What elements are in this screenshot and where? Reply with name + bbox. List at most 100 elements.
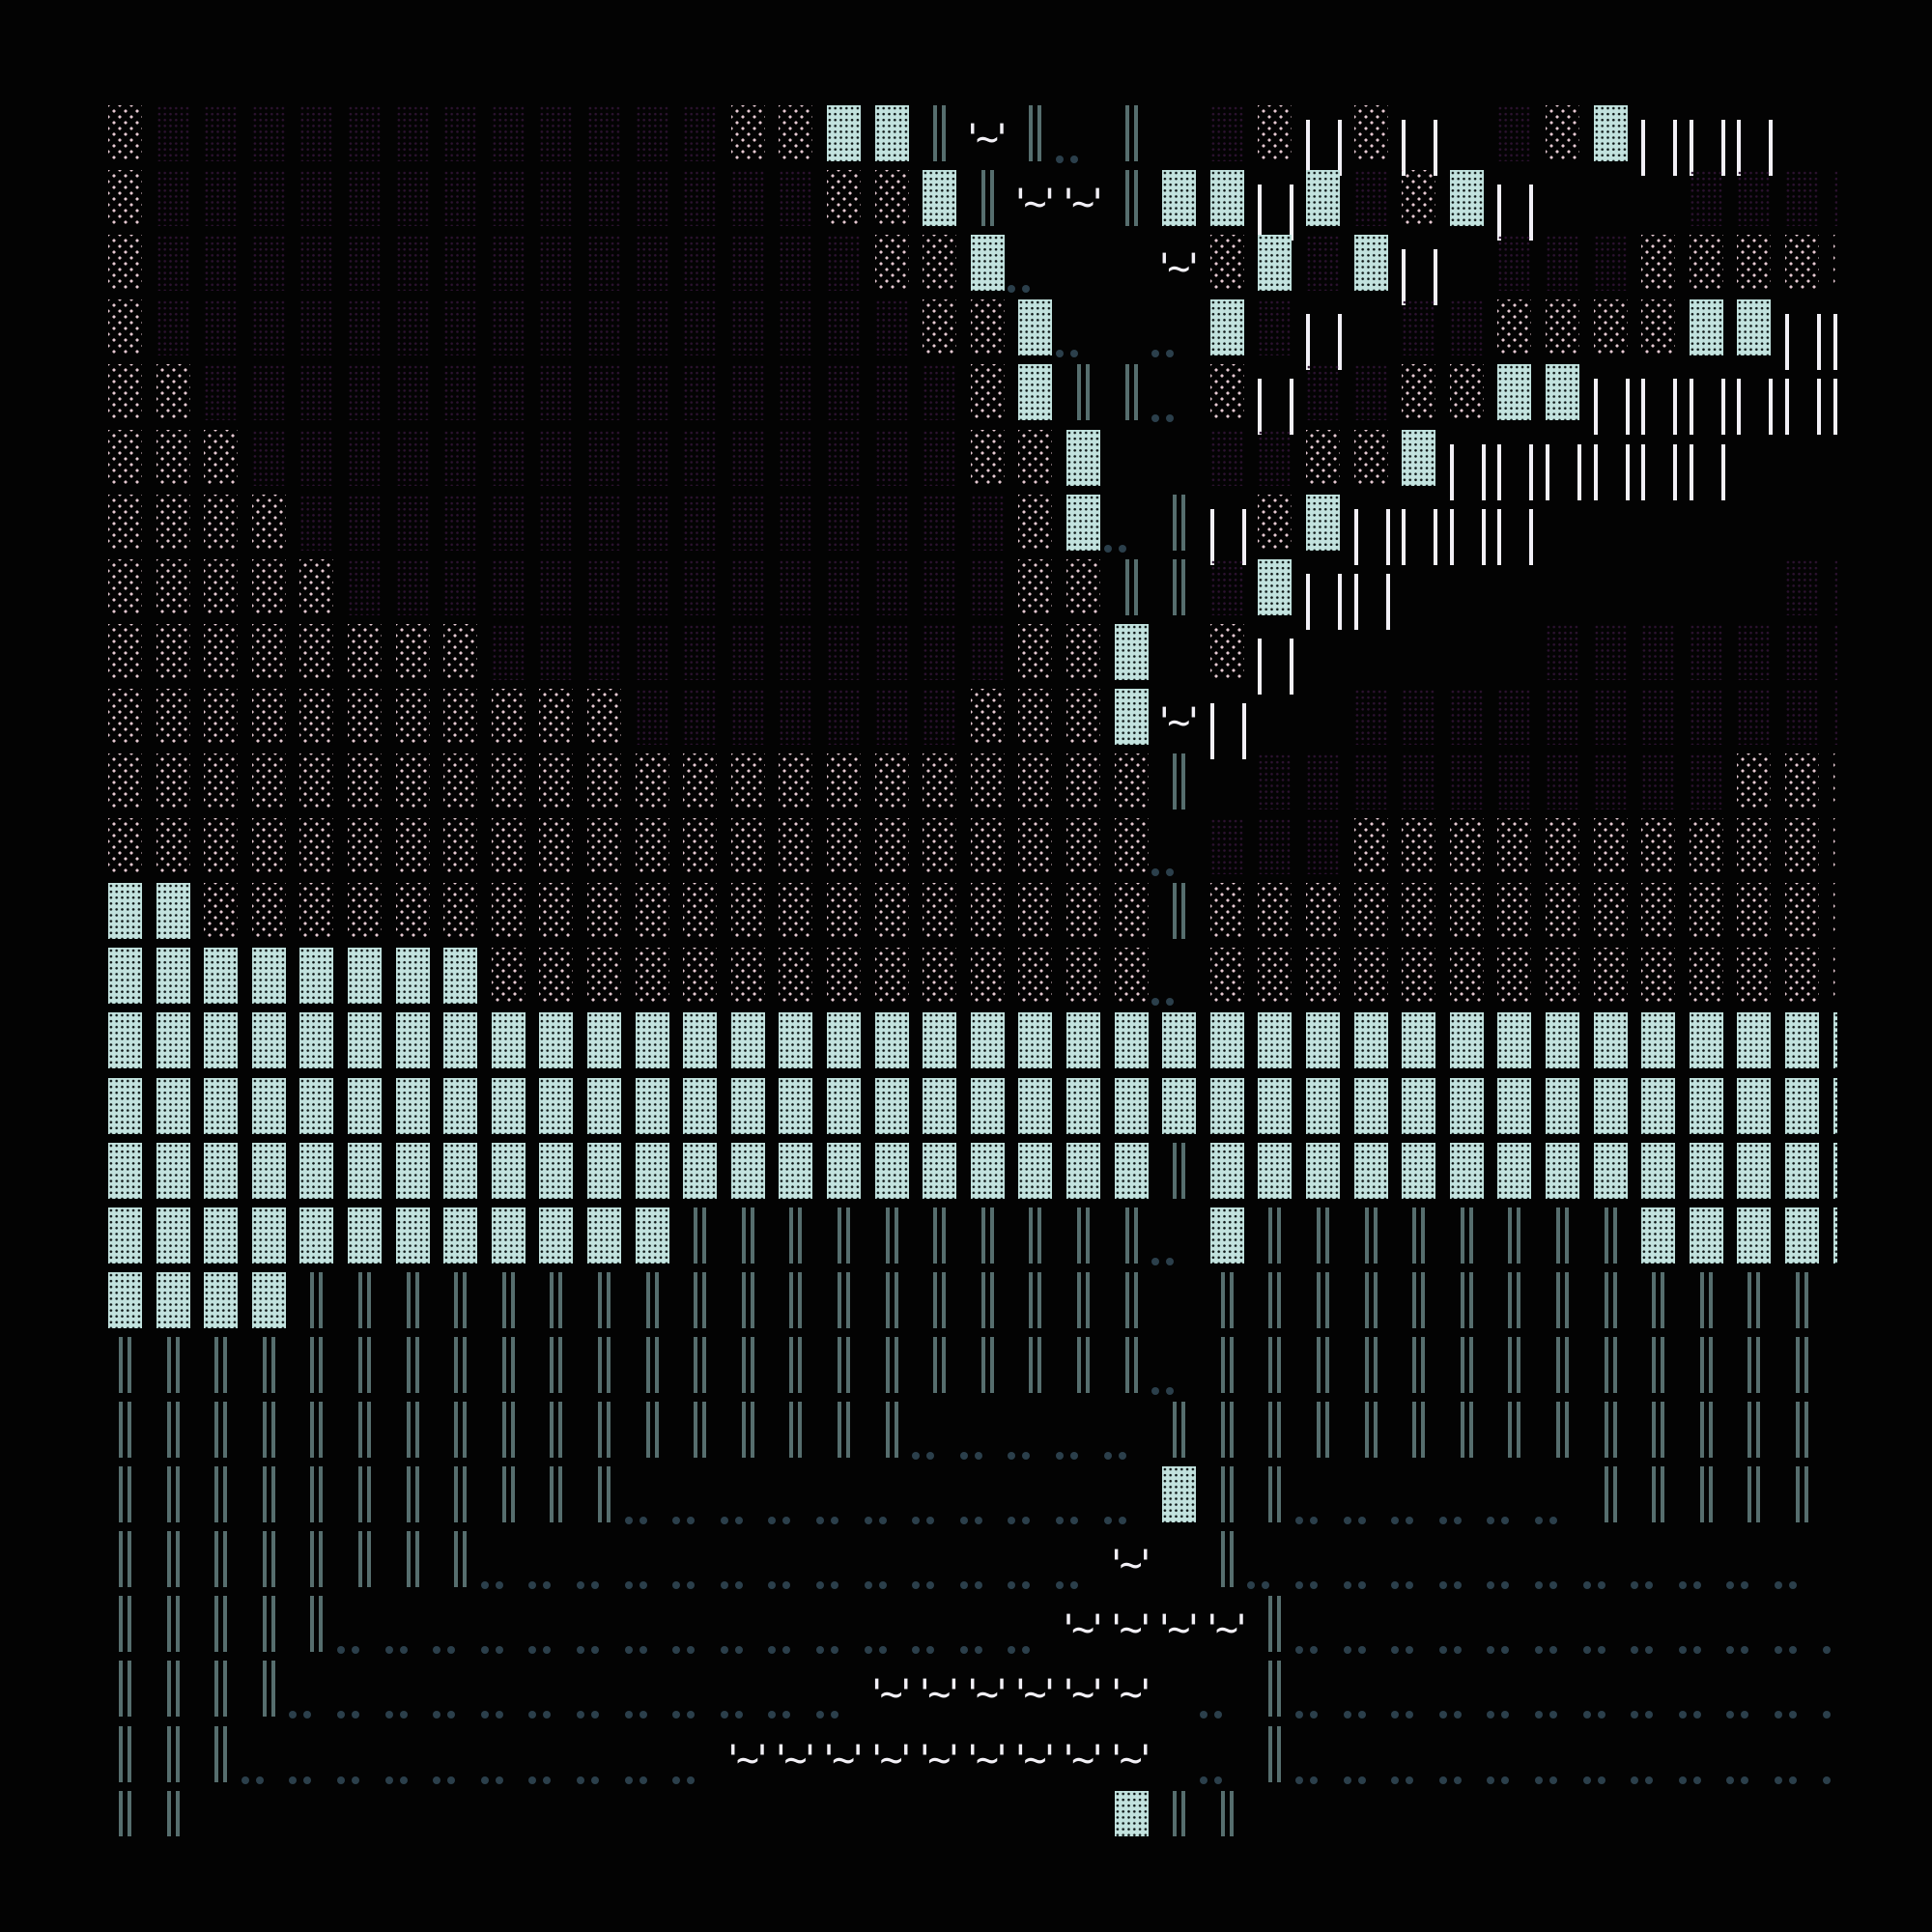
double-bar-cell — [1785, 1336, 1819, 1393]
dot-pair-cell — [912, 1531, 956, 1590]
wave-glyph-text: '~' — [1057, 1672, 1109, 1718]
light-shade-cell — [1306, 948, 1340, 1005]
dense-shade-cell — [1353, 364, 1388, 421]
dense-shade-cell — [156, 105, 190, 161]
dense-shade-cell — [874, 494, 909, 551]
dense-shade-cell — [395, 364, 430, 421]
solid-block-cell — [587, 1012, 621, 1069]
dot-pair-cell — [1391, 1726, 1435, 1784]
dot-pair-cell — [1535, 1531, 1579, 1590]
light-shade-cell — [874, 170, 909, 227]
wave-glyph-text: '~' — [1009, 182, 1061, 227]
double-bar-cell — [779, 1402, 812, 1458]
double-bar-cell — [636, 1271, 669, 1328]
wave-glyph-cell: '~' — [1009, 1661, 1061, 1717]
dot-pair-cell — [624, 1466, 669, 1525]
dot-pair-cell — [672, 1531, 717, 1590]
solid-block-cell — [1785, 1207, 1819, 1264]
wave-glyph-text: '~' — [817, 1826, 869, 1836]
double-bar-cell — [1258, 1466, 1292, 1523]
light-shade-cell — [204, 688, 239, 745]
dense-shade-cell — [1833, 688, 1837, 745]
double-bar-cell — [156, 1336, 190, 1393]
solid-block-cell — [1546, 1077, 1579, 1134]
dense-shade-cell — [779, 558, 813, 615]
double-bar-cell — [156, 1596, 190, 1653]
solid-block-cell — [827, 1142, 861, 1199]
dense-shade-cell — [1737, 688, 1772, 745]
dot-pair-cell — [1678, 1596, 1723, 1655]
wave-glyph-cell: '~' — [1536, 1791, 1588, 1836]
white-bars-cell — [1402, 495, 1438, 565]
solid-block-cell — [1402, 1142, 1436, 1199]
double-bar-cell — [1737, 1466, 1771, 1523]
dense-shade-cell — [827, 429, 861, 486]
dense-shade-cell — [539, 558, 574, 615]
dot-pair-cell — [1631, 1661, 1675, 1719]
dense-shade-cell — [1785, 623, 1819, 680]
light-shade-cell — [1497, 818, 1532, 875]
light-shade-cell — [1114, 948, 1149, 1005]
solid-block-cell — [108, 1207, 142, 1264]
light-shade-cell — [108, 494, 142, 551]
light-shade-cell — [1689, 818, 1723, 875]
double-bar-cell — [1737, 1271, 1771, 1328]
double-bar-cell — [1210, 1531, 1244, 1588]
double-bar-cell — [827, 1207, 861, 1264]
double-bar-cell — [348, 1336, 382, 1393]
dot-pair-cell — [1151, 948, 1196, 1007]
wave-glyph-text: '~' — [673, 1826, 725, 1836]
solid-block-cell — [204, 1142, 239, 1199]
dense-shade-cell — [970, 623, 1005, 680]
dot-pair-cell — [1438, 1531, 1484, 1590]
dense-shade-cell — [587, 105, 621, 161]
dense-shade-cell — [683, 688, 718, 745]
light-shade-cell — [970, 364, 1005, 421]
dense-shade-cell — [251, 105, 286, 161]
double-bar-cell — [923, 1336, 956, 1393]
solid-block-cell — [1114, 1077, 1149, 1134]
double-bar-cell — [1162, 1142, 1196, 1199]
dense-shade-cell — [635, 688, 669, 745]
solid-block-cell — [1353, 235, 1388, 292]
light-shade-cell — [1018, 818, 1053, 875]
solid-block-cell — [1306, 494, 1340, 551]
solid-block-cell — [923, 1077, 957, 1134]
dot-pair-cell — [1343, 1726, 1388, 1784]
dot-pair-cell — [1151, 1208, 1196, 1265]
double-bar-cell — [683, 1271, 717, 1328]
dense-shade-cell — [1449, 299, 1484, 356]
double-bar-cell — [1306, 1402, 1340, 1458]
light-shade-cell — [299, 818, 334, 875]
light-shade-cell — [1785, 948, 1819, 1005]
dense-shade-cell — [683, 429, 718, 486]
double-bar-cell — [1546, 1271, 1579, 1328]
double-bar-cell — [443, 1402, 477, 1458]
light-shade-cell — [779, 818, 813, 875]
double-bar-cell — [492, 1271, 526, 1328]
solid-block-cell — [395, 1207, 430, 1264]
white-bars-cell — [1689, 105, 1725, 176]
dense-shade-cell — [299, 494, 334, 551]
dense-shade-cell — [779, 235, 813, 292]
white-bars-cell — [1833, 299, 1837, 371]
double-bar-cell — [636, 1336, 669, 1393]
solid-block-cell — [1833, 1207, 1837, 1264]
solid-block-cell — [395, 1077, 430, 1134]
dense-shade-cell — [1593, 688, 1628, 745]
light-shade-cell — [1018, 688, 1053, 745]
double-bar-cell — [1066, 1336, 1100, 1393]
solid-block-cell — [1546, 364, 1579, 421]
light-shade-cell — [635, 948, 669, 1005]
solid-block-cell — [539, 1077, 574, 1134]
double-bar-cell — [1641, 1336, 1675, 1393]
light-shade-cell — [1497, 948, 1532, 1005]
double-bar-cell — [1210, 1271, 1244, 1328]
solid-block-cell — [1306, 170, 1340, 227]
double-bar-cell — [1402, 1402, 1435, 1458]
light-shade-cell — [1114, 818, 1149, 875]
dense-shade-cell — [827, 558, 861, 615]
dense-shade-cell — [730, 623, 765, 680]
double-bar-cell — [1594, 1402, 1628, 1458]
solid-block-cell — [1018, 364, 1053, 421]
